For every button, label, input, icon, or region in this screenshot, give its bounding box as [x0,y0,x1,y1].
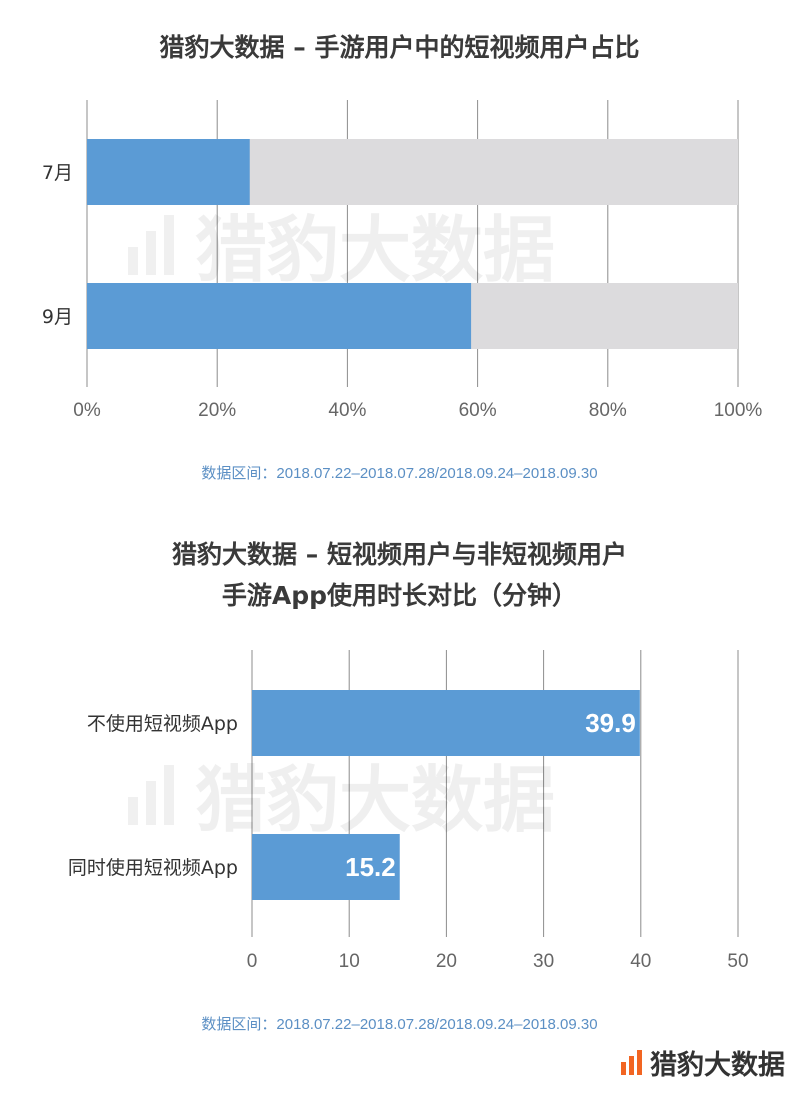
chart2-bar [252,690,640,756]
chart2-watermark-text: 猎豹大数据 [195,758,555,842]
chart1-tick-label: 40% [328,400,366,421]
chart2-title-line1: 猎豹大数据 – 短视频用户与非短视频用户 [172,540,627,569]
chart1-tick-label: 100% [714,400,763,421]
chart2-tick-label: 50 [727,951,748,972]
brand-name: 猎豹大数据 [650,1050,785,1081]
chart1-watermark-bar-icon [164,215,174,275]
chart1-watermark-bar-icon [128,247,138,275]
chart2-bar [252,834,400,900]
chart1-category-label: 7月 [42,162,73,184]
chart1-bar [87,139,250,205]
chart2-tick-label: 20 [436,951,457,972]
chart2-tick-label: 40 [630,951,651,972]
chart2-tick-label: 10 [339,951,360,972]
chart2-data-label: 15.2 [345,852,396,882]
chart2-watermark-bar-icon [146,781,156,825]
chart1-bar [87,283,472,349]
chart2-plot: 0 10 20 30 40 50 猎豹大数据 不使用短视频App 39.9 同时使用短视频App 1… [68,650,749,972]
bars-logo-icon [621,1049,642,1075]
chart1-title: 猎豹大数据 – 手游用户中的短视频用户占比 [159,33,640,62]
chart1-tick-label: 60% [459,400,497,421]
chart1-category-label: 9月 [42,306,73,328]
chart2-tick-label: 30 [533,951,554,972]
chart1-tick-label: 0% [73,400,101,421]
chart2-watermark-bar-icon [128,797,138,825]
chart2-data-label: 39.9 [585,708,636,738]
chart2-title-line2: 手游App使用时长对比（分钟） [221,581,578,610]
chart2-watermark: 猎豹大数据 [128,758,555,842]
chart2-date-range-note: 数据区间：2018.07.22–2018.07.28/2018.09.24–20… [201,1016,598,1033]
chart2-category-label: 不使用短视频App [87,713,238,735]
chart2-tick-label: 0 [247,951,258,972]
brand-logo: 猎豹大数据 [620,1043,785,1082]
chart1-tick-label: 20% [198,400,236,421]
chart2-category-label: 同时使用短视频App [68,857,238,879]
chart1-plot: 0% 20% 40% 60% 80% 100% 猎豹大数据 7月 9月 [42,100,763,421]
chart1-tick-label: 80% [589,400,627,421]
chart1-date-range-note: 数据区间：2018.07.22–2018.07.28/2018.09.24–20… [201,465,598,482]
chart1-watermark: 猎豹大数据 [128,208,555,292]
chart1-watermark-text: 猎豹大数据 [195,208,555,292]
chart2-watermark-bar-icon [164,765,174,825]
chart1-watermark-bar-icon [146,231,156,275]
